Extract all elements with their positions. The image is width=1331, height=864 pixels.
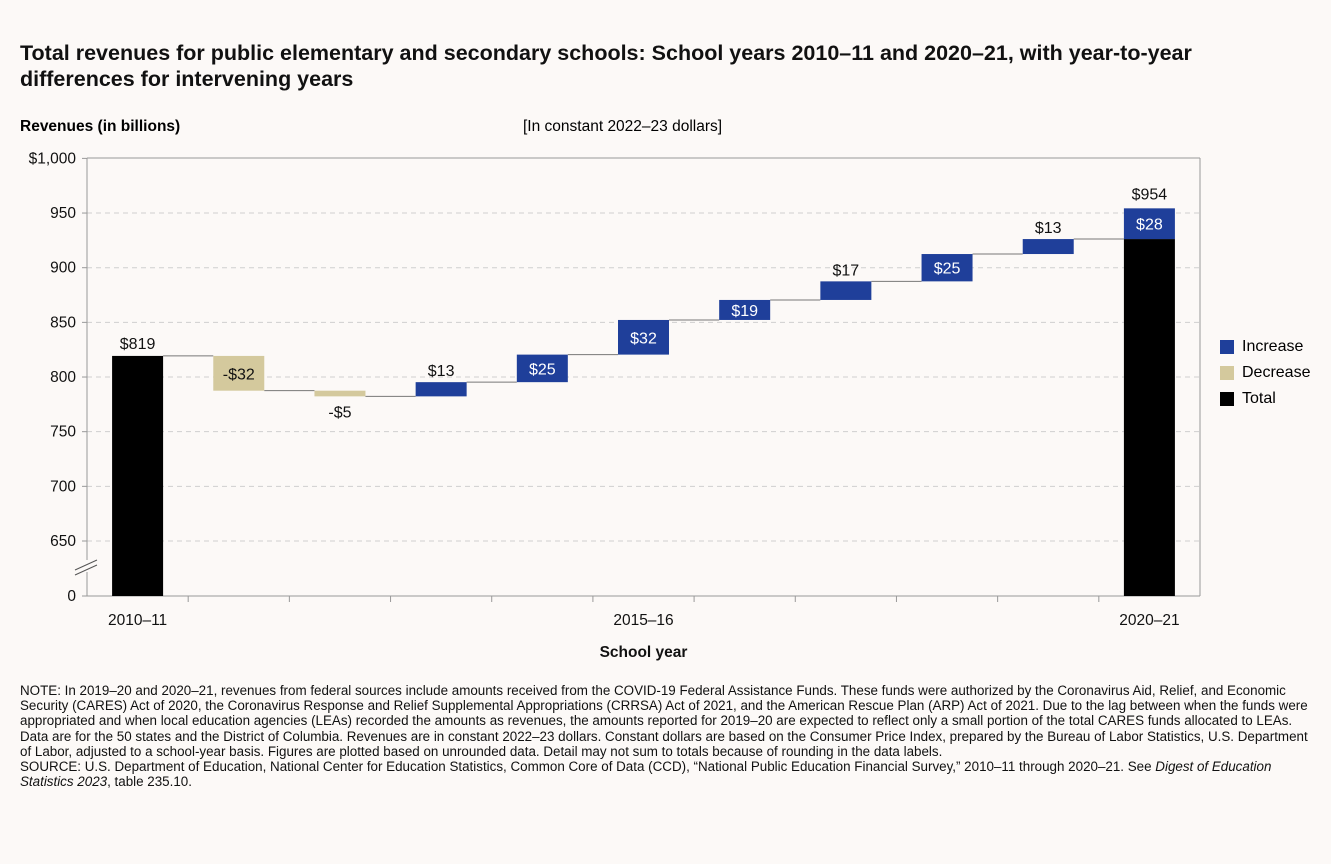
- data-label: $17: [833, 262, 860, 279]
- bar-increase: [1123, 208, 1175, 240]
- bar-decrease: [213, 355, 265, 391]
- x-tick-label: 2020–21: [1119, 612, 1179, 629]
- waterfall-chart: 0 650 700 750 800 850 900 950 $1,000 2010–11 2015–…: [29, 150, 1201, 661]
- y-tick-label: 850: [50, 314, 76, 331]
- y-axis-title: Revenues (in billions): [20, 118, 181, 135]
- axis-break-gap: [75, 560, 99, 572]
- source-publication: Digest of Education Statistics 2023: [20, 759, 1272, 790]
- legend-swatch-increase: [1220, 340, 1234, 354]
- data-label: $25: [529, 361, 556, 378]
- y-tick-label: $1,000: [29, 150, 77, 167]
- legend-item-decrease: Decrease: [1220, 360, 1310, 386]
- x-tick-label: 2015–16: [613, 612, 673, 629]
- bar-increase: [618, 319, 669, 355]
- legend-label-decrease: Decrease: [1242, 364, 1311, 381]
- y-tick-label: 650: [50, 533, 76, 550]
- x-tick-label: 2010–11: [108, 612, 167, 629]
- bar-decrease: [314, 390, 366, 397]
- legend-swatch-total: [1220, 392, 1234, 406]
- bar-total: [1123, 239, 1175, 596]
- data-label: $32: [630, 330, 657, 347]
- axis-break-mark: [74, 564, 98, 576]
- y-tick-label: 900: [50, 260, 76, 277]
- axis-break-mark: [74, 559, 98, 571]
- legend: Increase Decrease Total: [1220, 334, 1310, 412]
- source-suffix: , table 235.10.: [107, 774, 192, 790]
- y-tick-label: 800: [50, 369, 76, 386]
- legend-label-total: Total: [1242, 390, 1276, 407]
- legend-item-increase: Increase: [1220, 334, 1310, 360]
- units-note: [In constant 2022–23 dollars]: [523, 118, 723, 135]
- legend-item-total: Total: [1220, 386, 1310, 412]
- data-label-total: $954: [1132, 186, 1168, 203]
- data-label: -$5: [328, 404, 351, 421]
- data-label: $19: [731, 303, 758, 320]
- footnote: NOTE: In 2019–20 and 2020–21, revenues f…: [20, 683, 1320, 789]
- y-tick-label: 750: [50, 424, 76, 441]
- bar-increase: [820, 281, 872, 300]
- data-label: $13: [1035, 220, 1062, 237]
- bar-increase: [719, 299, 771, 320]
- legend-label-increase: Increase: [1242, 338, 1304, 355]
- y-tick-label: 700: [50, 478, 76, 495]
- data-label: $13: [428, 363, 455, 380]
- data-label: $819: [120, 336, 156, 353]
- bar-increase: [921, 254, 973, 282]
- bar-increase: [1022, 239, 1074, 255]
- data-label: -$32: [223, 366, 255, 383]
- data-label: $28: [1136, 217, 1163, 234]
- data-label: $25: [934, 261, 961, 278]
- source-prefix: SOURCE: U.S. Department of Education, Na…: [20, 759, 1156, 775]
- chart-title: Total revenues for public elementary and…: [20, 41, 1192, 91]
- bar-increase: [415, 382, 467, 397]
- bar-increase: [516, 354, 568, 383]
- x-axis-title: School year: [600, 644, 688, 661]
- y-tick-label: 950: [50, 205, 76, 222]
- bar-total: [112, 355, 164, 596]
- legend-swatch-decrease: [1220, 366, 1234, 380]
- note-text: NOTE: In 2019–20 and 2020–21, revenues f…: [20, 683, 1308, 759]
- source-text: SOURCE: U.S. Department of Education, Na…: [20, 759, 1320, 789]
- y-tick-label: 0: [67, 588, 76, 605]
